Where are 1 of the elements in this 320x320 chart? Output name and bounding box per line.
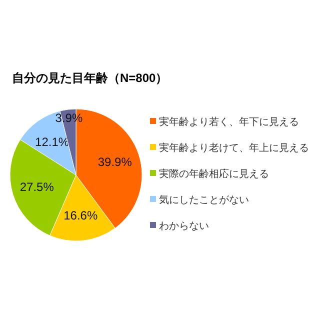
title: 自分の見た目年齢（N=800） bbox=[12, 71, 168, 85]
